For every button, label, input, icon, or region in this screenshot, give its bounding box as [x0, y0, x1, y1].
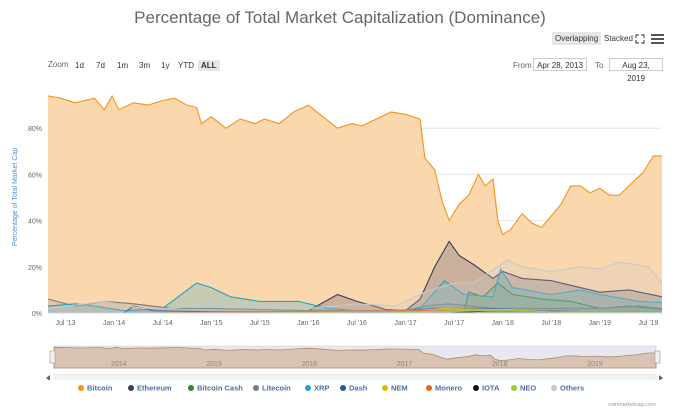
legend-item-monero[interactable]: Monero: [426, 383, 462, 393]
zoom-3m-button[interactable]: 3m: [139, 61, 151, 70]
legend-label: IOTA: [482, 383, 500, 393]
y-tick-label: 0%: [32, 311, 42, 318]
line-others[interactable]: [47, 259, 663, 309]
legend-dot-icon: [382, 385, 388, 392]
navigator-left-handle[interactable]: [49, 350, 56, 364]
area-others: [48, 259, 662, 313]
x-tick-label: Jul '17: [444, 320, 464, 327]
y-axis: 0% 20% 40% 60% 80%: [28, 126, 42, 318]
scroll-left-arrow-icon[interactable]: [46, 375, 50, 380]
legend-item-ethereum[interactable]: Ethereum: [128, 383, 172, 393]
zoom-all-button[interactable]: ALL: [198, 60, 220, 71]
legend-label: Others: [560, 383, 585, 393]
line-ethereum[interactable]: [269, 240, 663, 314]
dominance-chart: 0% 20% 40% 60% 80% Jul '13 Jan '14 Jul '14 Jan …: [12, 94, 663, 380]
navigator: 2014 2015 2016 2017 2018 2019: [46, 345, 663, 380]
y-tick-label: 80%: [28, 126, 42, 133]
x-tick-label: Jan '18: [491, 320, 513, 327]
area-bitcoin-cash: [463, 283, 662, 313]
scrollbar[interactable]: [53, 373, 657, 380]
navigator-label: 2016: [301, 361, 317, 368]
navigator-label: 2015: [206, 361, 222, 368]
x-tick-label: Jan '19: [589, 320, 611, 327]
area-xrp: [48, 269, 662, 313]
hamburger-menu-icon[interactable]: [651, 34, 664, 44]
x-tick-label: Jul '18: [541, 320, 561, 327]
y-tick-label: 20%: [28, 265, 42, 272]
legend-label: Dash: [349, 383, 368, 393]
legend-dot-icon: [188, 385, 194, 392]
navigator-label: 2019: [587, 361, 603, 368]
navigator-label: 2014: [111, 361, 127, 368]
legend-dot-icon: [551, 385, 557, 392]
to-label: To: [595, 61, 604, 70]
zoom-1y-button[interactable]: 1y: [161, 61, 170, 70]
overlapping-button[interactable]: Overlapping: [552, 32, 602, 45]
zoom-1m-button[interactable]: 1m: [117, 61, 129, 70]
credit-text: coinmarketcap.com: [608, 402, 656, 408]
x-tick-label: Jul '15: [250, 320, 270, 327]
zoom-label: Zoom: [48, 60, 69, 69]
legend-item-neo[interactable]: NEO: [511, 383, 536, 393]
x-tick-label: Jul '13: [55, 320, 75, 327]
legend-item-others[interactable]: Others: [551, 383, 584, 393]
legend-dot-icon: [128, 385, 134, 392]
legend-dot-icon: [305, 385, 311, 392]
legend-dot-icon: [340, 385, 346, 392]
y-tick-label: 60%: [28, 172, 42, 179]
legend-dot-icon: [253, 385, 259, 392]
legend-label: NEO: [520, 383, 537, 393]
legend-item-nem[interactable]: NEM: [382, 383, 408, 393]
legend-label: Bitcoin Cash: [197, 383, 243, 393]
x-tick-label: Jul '19: [638, 320, 658, 327]
x-tick-label: Jan '14: [103, 320, 125, 327]
legend-dot-icon: [511, 385, 517, 392]
zoom-7d-button[interactable]: 7d: [96, 61, 105, 70]
legend-label: XRP: [314, 383, 330, 393]
navigator-label: 2017: [397, 361, 413, 368]
legend-label: Monero: [435, 383, 463, 393]
area-bitcoin: [48, 95, 662, 314]
area-ethereum: [269, 241, 662, 313]
x-tick-label: Jan '17: [394, 320, 416, 327]
x-axis: Jul '13 Jan '14 Jul '14 Jan '15 Jul '15 Jan '…: [48, 312, 662, 327]
legend-item-litecoin[interactable]: Litecoin: [253, 383, 291, 393]
legend-dot-icon: [78, 385, 84, 392]
navigator-series: [53, 346, 657, 369]
from-label: From: [513, 61, 532, 70]
x-tick-label: Jul '14: [153, 320, 173, 327]
legend-item-iota[interactable]: IOTA: [473, 383, 499, 393]
y-axis-title: Percentage of Total Market Cap: [12, 148, 19, 246]
legend-label: Bitcoin: [87, 383, 113, 393]
x-tick-label: Jul '16: [347, 320, 367, 327]
x-tick-label: Jan '16: [297, 320, 319, 327]
legend-label: NEM: [391, 383, 408, 393]
legend-item-xrp[interactable]: XRP: [305, 383, 329, 393]
legend-label: Litecoin: [262, 383, 291, 393]
zoom-1d-button[interactable]: 1d: [75, 61, 84, 70]
fullscreen-icon[interactable]: [635, 34, 645, 44]
chart-title: Percentage of Total Market Capitalizatio…: [134, 8, 546, 27]
stacked-button[interactable]: Stacked: [604, 34, 633, 43]
line-neo[interactable]: [386, 310, 663, 314]
scroll-right-arrow-icon[interactable]: [659, 375, 663, 380]
legend-item-bitcoin[interactable]: Bitcoin: [78, 383, 112, 393]
line-bitcoin[interactable]: [47, 94, 662, 236]
zoom-ytd-button[interactable]: YTD: [178, 61, 194, 70]
legend-label: Ethereum: [137, 383, 172, 393]
legend-item-dash[interactable]: Dash: [340, 383, 367, 393]
navigator-label: 2018: [492, 361, 508, 368]
series-areas: [47, 94, 663, 314]
y-tick-label: 40%: [28, 219, 42, 226]
legend-dot-icon: [426, 385, 432, 392]
legend-item-bitcoin-cash[interactable]: Bitcoin Cash: [188, 383, 243, 393]
to-date-input[interactable]: Aug 23, 2019: [609, 58, 663, 83]
legend-dot-icon: [473, 385, 479, 392]
from-date-input[interactable]: Apr 28, 2013: [533, 58, 587, 71]
x-tick-label: Jan '15: [200, 320, 222, 327]
navigator-right-handle[interactable]: [654, 350, 661, 364]
